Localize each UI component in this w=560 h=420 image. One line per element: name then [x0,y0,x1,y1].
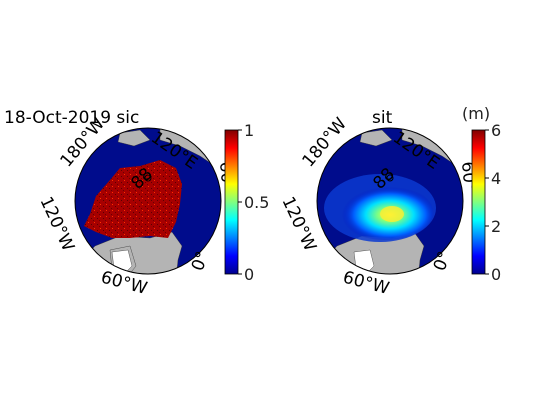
colorbar-tick-label: 1 [244,121,254,140]
sea-ice-thick-core [380,206,404,222]
colorbar-tick-label: 6 [491,121,501,140]
map-title: 18-Oct-2019 sic [4,108,139,128]
map-title: sit [372,108,393,128]
colorbar-tick-label: 2 [491,217,501,236]
colorbar-tick-label: 0.5 [244,193,269,212]
sea-ice-region [84,160,182,238]
lon-label: 120°W [277,194,320,255]
land-area [159,128,221,181]
map-sit: sit 180°W 120°E 120°W 60°W 0° 60° 88 0 2… [277,104,501,299]
pole-ring [386,174,394,182]
land-area [117,129,151,147]
map-sic: 18-Oct-2019 sic 180°W 120°E 120°W 60°W 0… [4,108,269,299]
colorbar-unit: (m) [462,104,490,123]
land-area [359,129,393,147]
colorbar-tick-label: 0 [491,265,501,284]
pole-ring [144,174,152,182]
land-area [401,128,463,181]
colorbar [224,129,239,275]
colorbar [471,129,486,275]
map-border [74,127,222,275]
map-border [316,127,464,275]
lon-label: 120°W [35,194,78,255]
colorbar-tick-label: 0 [244,265,254,284]
colorbar-tick-label: 4 [491,169,501,188]
